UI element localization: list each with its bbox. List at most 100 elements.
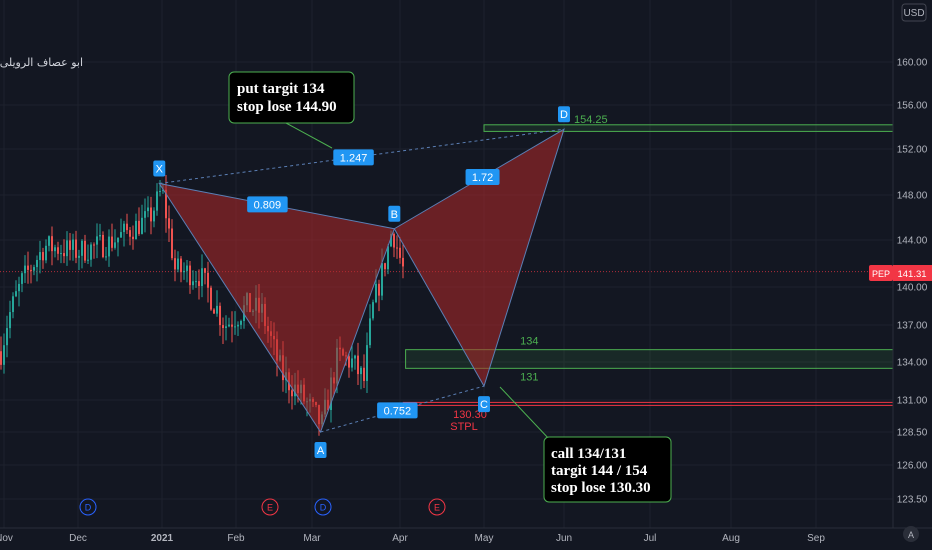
candle-body (51, 236, 53, 252)
candle-body (363, 367, 365, 381)
candle-body (18, 283, 20, 292)
candle-body (57, 247, 59, 254)
candle-body (33, 267, 35, 271)
candle-body (54, 247, 56, 252)
candle-body (0, 351, 2, 365)
candle-body (366, 345, 368, 381)
time-tick-label: Apr (392, 533, 408, 544)
candle-body (390, 233, 392, 247)
candle-body (63, 253, 65, 257)
candle-body (231, 324, 233, 327)
candle-body (204, 268, 206, 273)
candle-body (387, 246, 389, 270)
time-axis-background (0, 528, 932, 550)
candle-body (165, 189, 167, 219)
candle-body (93, 244, 95, 246)
ratio-label: 1.72 (472, 172, 493, 184)
annotation-call-line-1: call 134/131 (551, 446, 626, 462)
candle-body (120, 232, 122, 238)
candle-body (210, 287, 212, 310)
candle-body (357, 355, 359, 375)
candle-body (225, 326, 227, 329)
annotation-call[interactable]: call 134/131 targit 144 / 154 stop lose … (499, 386, 672, 503)
point-badge-a (314, 442, 327, 458)
candle-body (141, 217, 143, 234)
annotation-put-line-1: put targit 134 (237, 81, 325, 97)
candle-body (180, 258, 182, 273)
price-tick-label: 148.00 (897, 191, 928, 202)
event-marker (428, 498, 446, 516)
stop-line-value: 130.30 (453, 409, 487, 421)
annotation-call-line-2: targit 144 / 154 (551, 463, 648, 479)
candle-body (12, 296, 14, 313)
candle-body (234, 326, 236, 328)
stop-line-name: STPL (450, 421, 478, 433)
time-tick-label: May (475, 533, 494, 544)
point-label-b: B (391, 209, 398, 221)
price-tick-label: 126.00 (897, 461, 928, 472)
candle-body (396, 247, 398, 249)
candle-body (69, 240, 71, 250)
candle-body (21, 273, 23, 284)
annotation-put[interactable]: put targit 134 stop lose 144.90 (228, 71, 355, 149)
ratio-badge (465, 168, 500, 185)
candle-body (27, 265, 29, 270)
candle-body (198, 281, 200, 286)
point-label-d: D (560, 109, 568, 121)
point-label-x: X (156, 164, 164, 176)
symbol-tag (869, 265, 893, 281)
candle-body (213, 309, 215, 314)
event-marker (314, 498, 332, 516)
time-tick-label: 2021 (151, 533, 174, 544)
price-tick-label: 140.00 (897, 283, 928, 294)
candle-body (105, 256, 107, 258)
candle-body (195, 281, 197, 283)
candle-body (192, 281, 194, 286)
candle-body (138, 220, 140, 234)
candle-body (72, 239, 74, 250)
point-badge-x (153, 160, 166, 177)
candle-body (375, 283, 377, 303)
candle-body (174, 258, 176, 270)
candle-body (228, 324, 230, 327)
candle-body (144, 211, 146, 218)
candle-body (216, 305, 218, 314)
last-price-tag: PEP 141.31 (869, 265, 932, 281)
price-tick-label: 152.00 (897, 145, 928, 156)
candle-body (153, 210, 155, 222)
candle-body (66, 240, 68, 257)
currency-label: USD (903, 8, 924, 19)
currency-badge[interactable] (901, 3, 927, 22)
candle-body (201, 268, 203, 286)
author-label: ابو عصاف الرويلى (0, 56, 83, 69)
event-letter: D (320, 503, 327, 513)
symbol-label: PEP (872, 269, 890, 279)
ratio-badge (247, 196, 288, 213)
point-badge-b (388, 205, 401, 222)
candle-body (75, 239, 77, 258)
labels-layer: 0.809 1.247 1.72 0.752 X A B C D (153, 106, 570, 458)
candle-body (171, 228, 173, 259)
point-label-a: A (317, 445, 325, 457)
time-tick-label: Jul (644, 533, 657, 544)
logo-letter: A (908, 530, 914, 540)
point-badge-c (478, 396, 490, 413)
annotation-put-line-2: stop lose 144.90 (237, 99, 337, 115)
candle-body (240, 320, 242, 325)
tradingview-logo-icon[interactable] (903, 526, 919, 542)
candle-body (126, 223, 128, 231)
candle-body (372, 302, 374, 319)
candle-body (9, 312, 11, 329)
candle-body (24, 265, 26, 274)
event-letter: D (85, 503, 92, 513)
time-axis-ticks: Nov Dec 2021 Feb Mar Apr May Jun Jul Aug Sep (0, 533, 825, 544)
target-zone-d (483, 124, 894, 132)
price-axis-background (893, 0, 932, 528)
time-tick-label: Dec (69, 533, 87, 544)
candle-body (168, 218, 170, 229)
candle-body (96, 236, 98, 245)
candle-body (117, 237, 119, 243)
candle-body (222, 325, 224, 329)
